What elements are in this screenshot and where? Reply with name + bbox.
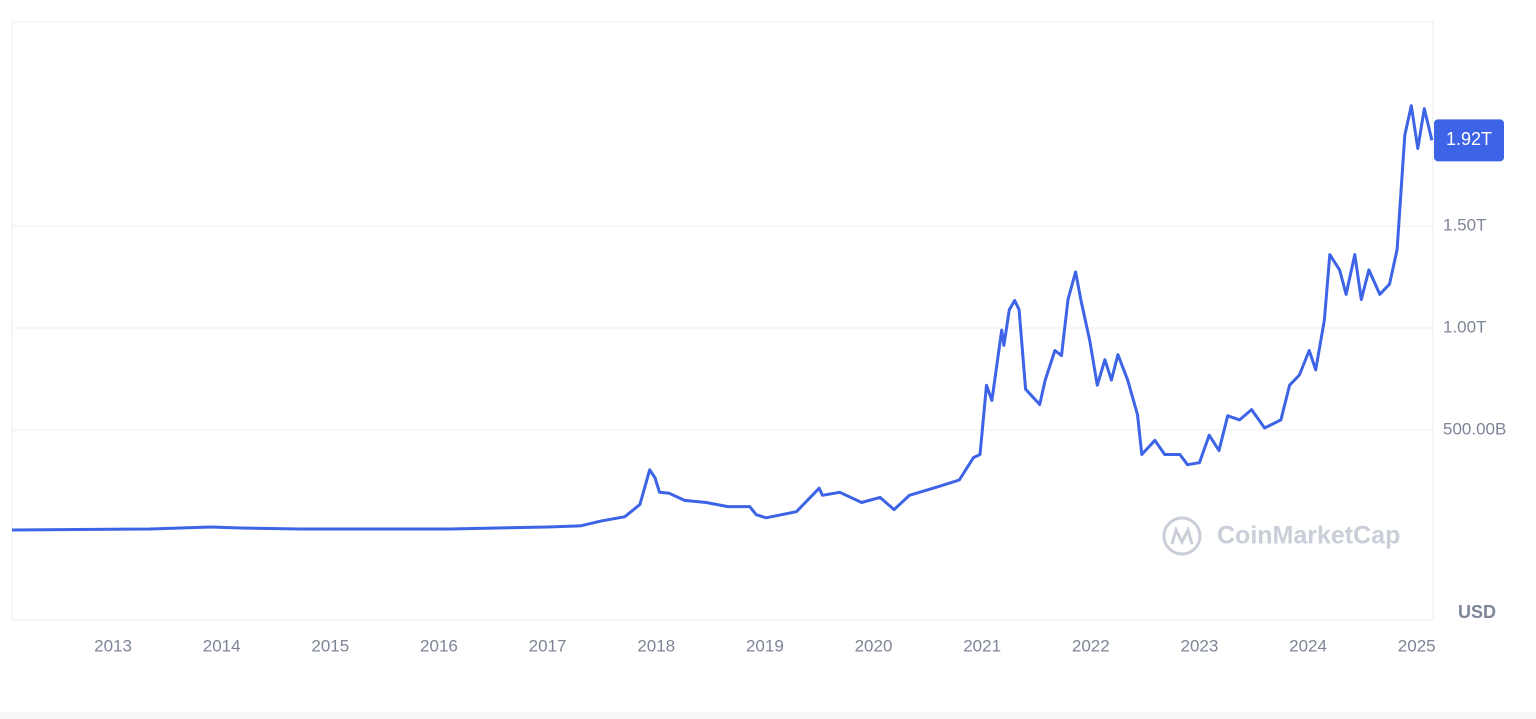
price-tag xyxy=(1434,119,1504,162)
x-tick-label: 2017 xyxy=(529,636,567,655)
plot-frame xyxy=(11,21,1434,621)
y-tick-label: 1.00T xyxy=(1443,318,1486,337)
x-tick-label: 2016 xyxy=(420,636,458,655)
y-tick-label: 1.50T xyxy=(1443,216,1486,235)
price-line xyxy=(11,104,1434,532)
x-tick-label: 2024 xyxy=(1289,636,1327,655)
x-tick-label: 2018 xyxy=(637,636,675,655)
watermark: CoinMarketCap xyxy=(1217,522,1400,550)
tab-strip xyxy=(0,712,1536,719)
x-tick-label: 2014 xyxy=(203,636,241,655)
x-tick-label: 2025 xyxy=(1398,636,1436,655)
watermark-logo xyxy=(1162,516,1202,556)
x-tick-label: 2019 xyxy=(746,636,784,655)
y-tick-label: 500.00B xyxy=(1443,420,1506,439)
x-tick-label: 2023 xyxy=(1181,636,1219,655)
x-tick-label: 2013 xyxy=(94,636,132,655)
price-tag-label: 1.92T xyxy=(1446,129,1492,149)
x-tick-label: 2015 xyxy=(311,636,349,655)
x-tick-label: 2021 xyxy=(963,636,1001,655)
x-tick-label: 2020 xyxy=(855,636,893,655)
currency-label: USD xyxy=(1458,602,1496,622)
x-tick-label: 2022 xyxy=(1072,636,1110,655)
